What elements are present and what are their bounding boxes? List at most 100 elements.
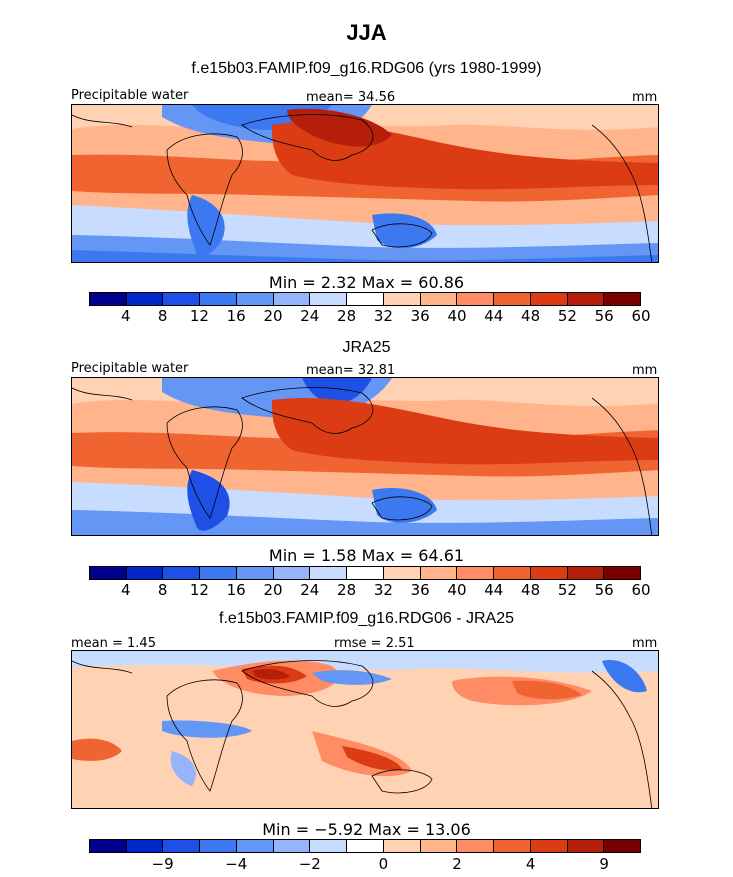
colorbar-tick-label: 4 [121, 581, 131, 599]
colorbar-swatch [310, 293, 348, 305]
panel1-units: mm [632, 90, 658, 105]
colorbar-tick-label: −9 [151, 855, 174, 873]
colorbar-swatch [457, 293, 495, 305]
colorbar-tick-label: 52 [557, 307, 577, 325]
colorbar-tick-label: 56 [594, 581, 614, 599]
colorbar-tick-label: 48 [521, 307, 541, 325]
colorbar-tick-label: 32 [373, 307, 393, 325]
colorbar-swatch [420, 293, 458, 305]
panel1-colorbar [89, 292, 641, 306]
panel2-colorbar-ticks: 4 8 12 16 20 24 28 32 36 40 44 48 52 56 60 [89, 581, 651, 601]
colorbar-tick-label: 0 [378, 855, 389, 873]
colorbar-tick-label: 2 [452, 855, 462, 873]
colorbar-swatch [567, 293, 605, 305]
panel2-subtitle: JRA25 [342, 339, 391, 356]
colorbar-tick-label: 4 [525, 855, 536, 873]
figure-title: JJA [346, 20, 387, 45]
colorbar-swatch [347, 567, 384, 579]
panel2-map [71, 377, 659, 536]
colorbar-tick-label: 9 [599, 855, 609, 873]
panel3-map [71, 650, 659, 809]
panel1-map [71, 104, 659, 263]
colorbar-tick-label: −2 [298, 855, 321, 873]
colorbar-swatch [494, 567, 531, 579]
colorbar-swatch [273, 567, 311, 579]
colorbar-swatch [567, 840, 605, 852]
colorbar-tick-label: 12 [189, 307, 209, 325]
colorbar-swatch [310, 840, 348, 852]
colorbar-tick-label: 44 [484, 581, 504, 599]
panel3-subtitle: f.e15b03.FAMIP.f09_g16.RDG06 - JRA25 [219, 610, 514, 627]
colorbar-tick-label: 24 [300, 581, 320, 599]
colorbar-swatch [200, 567, 237, 579]
colorbar-swatch [420, 567, 458, 579]
colorbar-tick-label: 52 [557, 581, 577, 599]
colorbar-swatch [236, 840, 274, 852]
colorbar-tick-label: 12 [189, 581, 209, 599]
panel1-minmax: Min = 2.32 Max = 60.86 [268, 273, 465, 292]
colorbar-swatch [163, 293, 201, 305]
colorbar-swatch [383, 567, 421, 579]
colorbar-swatch [126, 567, 164, 579]
panel1-left-label: Precipitable water [71, 88, 189, 103]
panel1-mean-label: mean= 34.56 [306, 90, 396, 105]
colorbar-swatch [163, 840, 201, 852]
colorbar-swatch [347, 293, 384, 305]
colorbar-tick-label: 8 [157, 581, 168, 599]
colorbar-swatch [530, 293, 568, 305]
colorbar-swatch [310, 567, 348, 579]
colorbar-tick-label: 40 [447, 307, 467, 325]
panel1-subtitle: f.e15b03.FAMIP.f09_g16.RDG06 (yrs 1980-1… [191, 60, 542, 77]
colorbar-swatch [383, 293, 421, 305]
colorbar-swatch [126, 840, 164, 852]
panel3-rmse-label: rmse = 2.51 [334, 636, 415, 651]
panel1-colorbar-ticks: 4 8 12 16 20 24 28 32 36 40 44 48 52 56 60 [89, 307, 651, 327]
panel2-units: mm [632, 363, 658, 378]
colorbar-swatch [530, 567, 568, 579]
colorbar-swatch [90, 293, 127, 305]
colorbar-swatch [126, 293, 164, 305]
panel2-left-label: Precipitable water [71, 361, 189, 376]
colorbar-swatch [604, 840, 641, 852]
colorbar-swatch [457, 567, 495, 579]
colorbar-swatch [420, 840, 458, 852]
panel3-mean-label: mean = 1.45 [71, 636, 156, 651]
colorbar-swatch [604, 293, 641, 305]
colorbar-tick-label: 36 [410, 307, 430, 325]
colorbar-swatch [236, 293, 274, 305]
panel2-minmax: Min = 1.58 Max = 64.61 [268, 546, 465, 565]
colorbar-tick-label: 32 [373, 581, 393, 599]
panel2-colorbar [89, 566, 641, 580]
colorbar-swatch [604, 567, 641, 579]
colorbar-tick-label: 4 [121, 307, 131, 325]
colorbar-tick-label: 36 [410, 581, 430, 599]
colorbar-swatch [457, 840, 495, 852]
colorbar-tick-label: 16 [226, 307, 246, 325]
colorbar-swatch [90, 840, 127, 852]
colorbar-tick-label: 24 [300, 307, 320, 325]
colorbar-swatch [494, 840, 531, 852]
colorbar-swatch [567, 567, 605, 579]
colorbar-tick-label: 20 [263, 307, 283, 325]
colorbar-swatch [236, 567, 274, 579]
colorbar-tick-label: 48 [521, 581, 541, 599]
colorbar-swatch [200, 293, 237, 305]
colorbar-swatch [200, 840, 237, 852]
colorbar-tick-label: 60 [631, 307, 651, 325]
colorbar-swatch [273, 840, 311, 852]
colorbar-swatch [163, 567, 201, 579]
colorbar-tick-label: −4 [225, 855, 248, 873]
colorbar-swatch [273, 293, 311, 305]
colorbar-swatch [347, 840, 384, 852]
colorbar-swatch [494, 293, 531, 305]
colorbar-tick-label: 16 [226, 581, 246, 599]
colorbar-tick-label: 28 [337, 581, 357, 599]
panel3-minmax: Min = −5.92 Max = 13.06 [262, 820, 471, 839]
colorbar-tick-label: 56 [594, 307, 614, 325]
panel3-colorbar [89, 839, 641, 853]
colorbar-swatch [530, 840, 568, 852]
colorbar-tick-label: 28 [337, 307, 357, 325]
colorbar-tick-label: 60 [631, 581, 651, 599]
panel3-colorbar-ticks: −9 −4 −2 0 2 4 9 [89, 855, 641, 875]
colorbar-swatch [90, 567, 127, 579]
